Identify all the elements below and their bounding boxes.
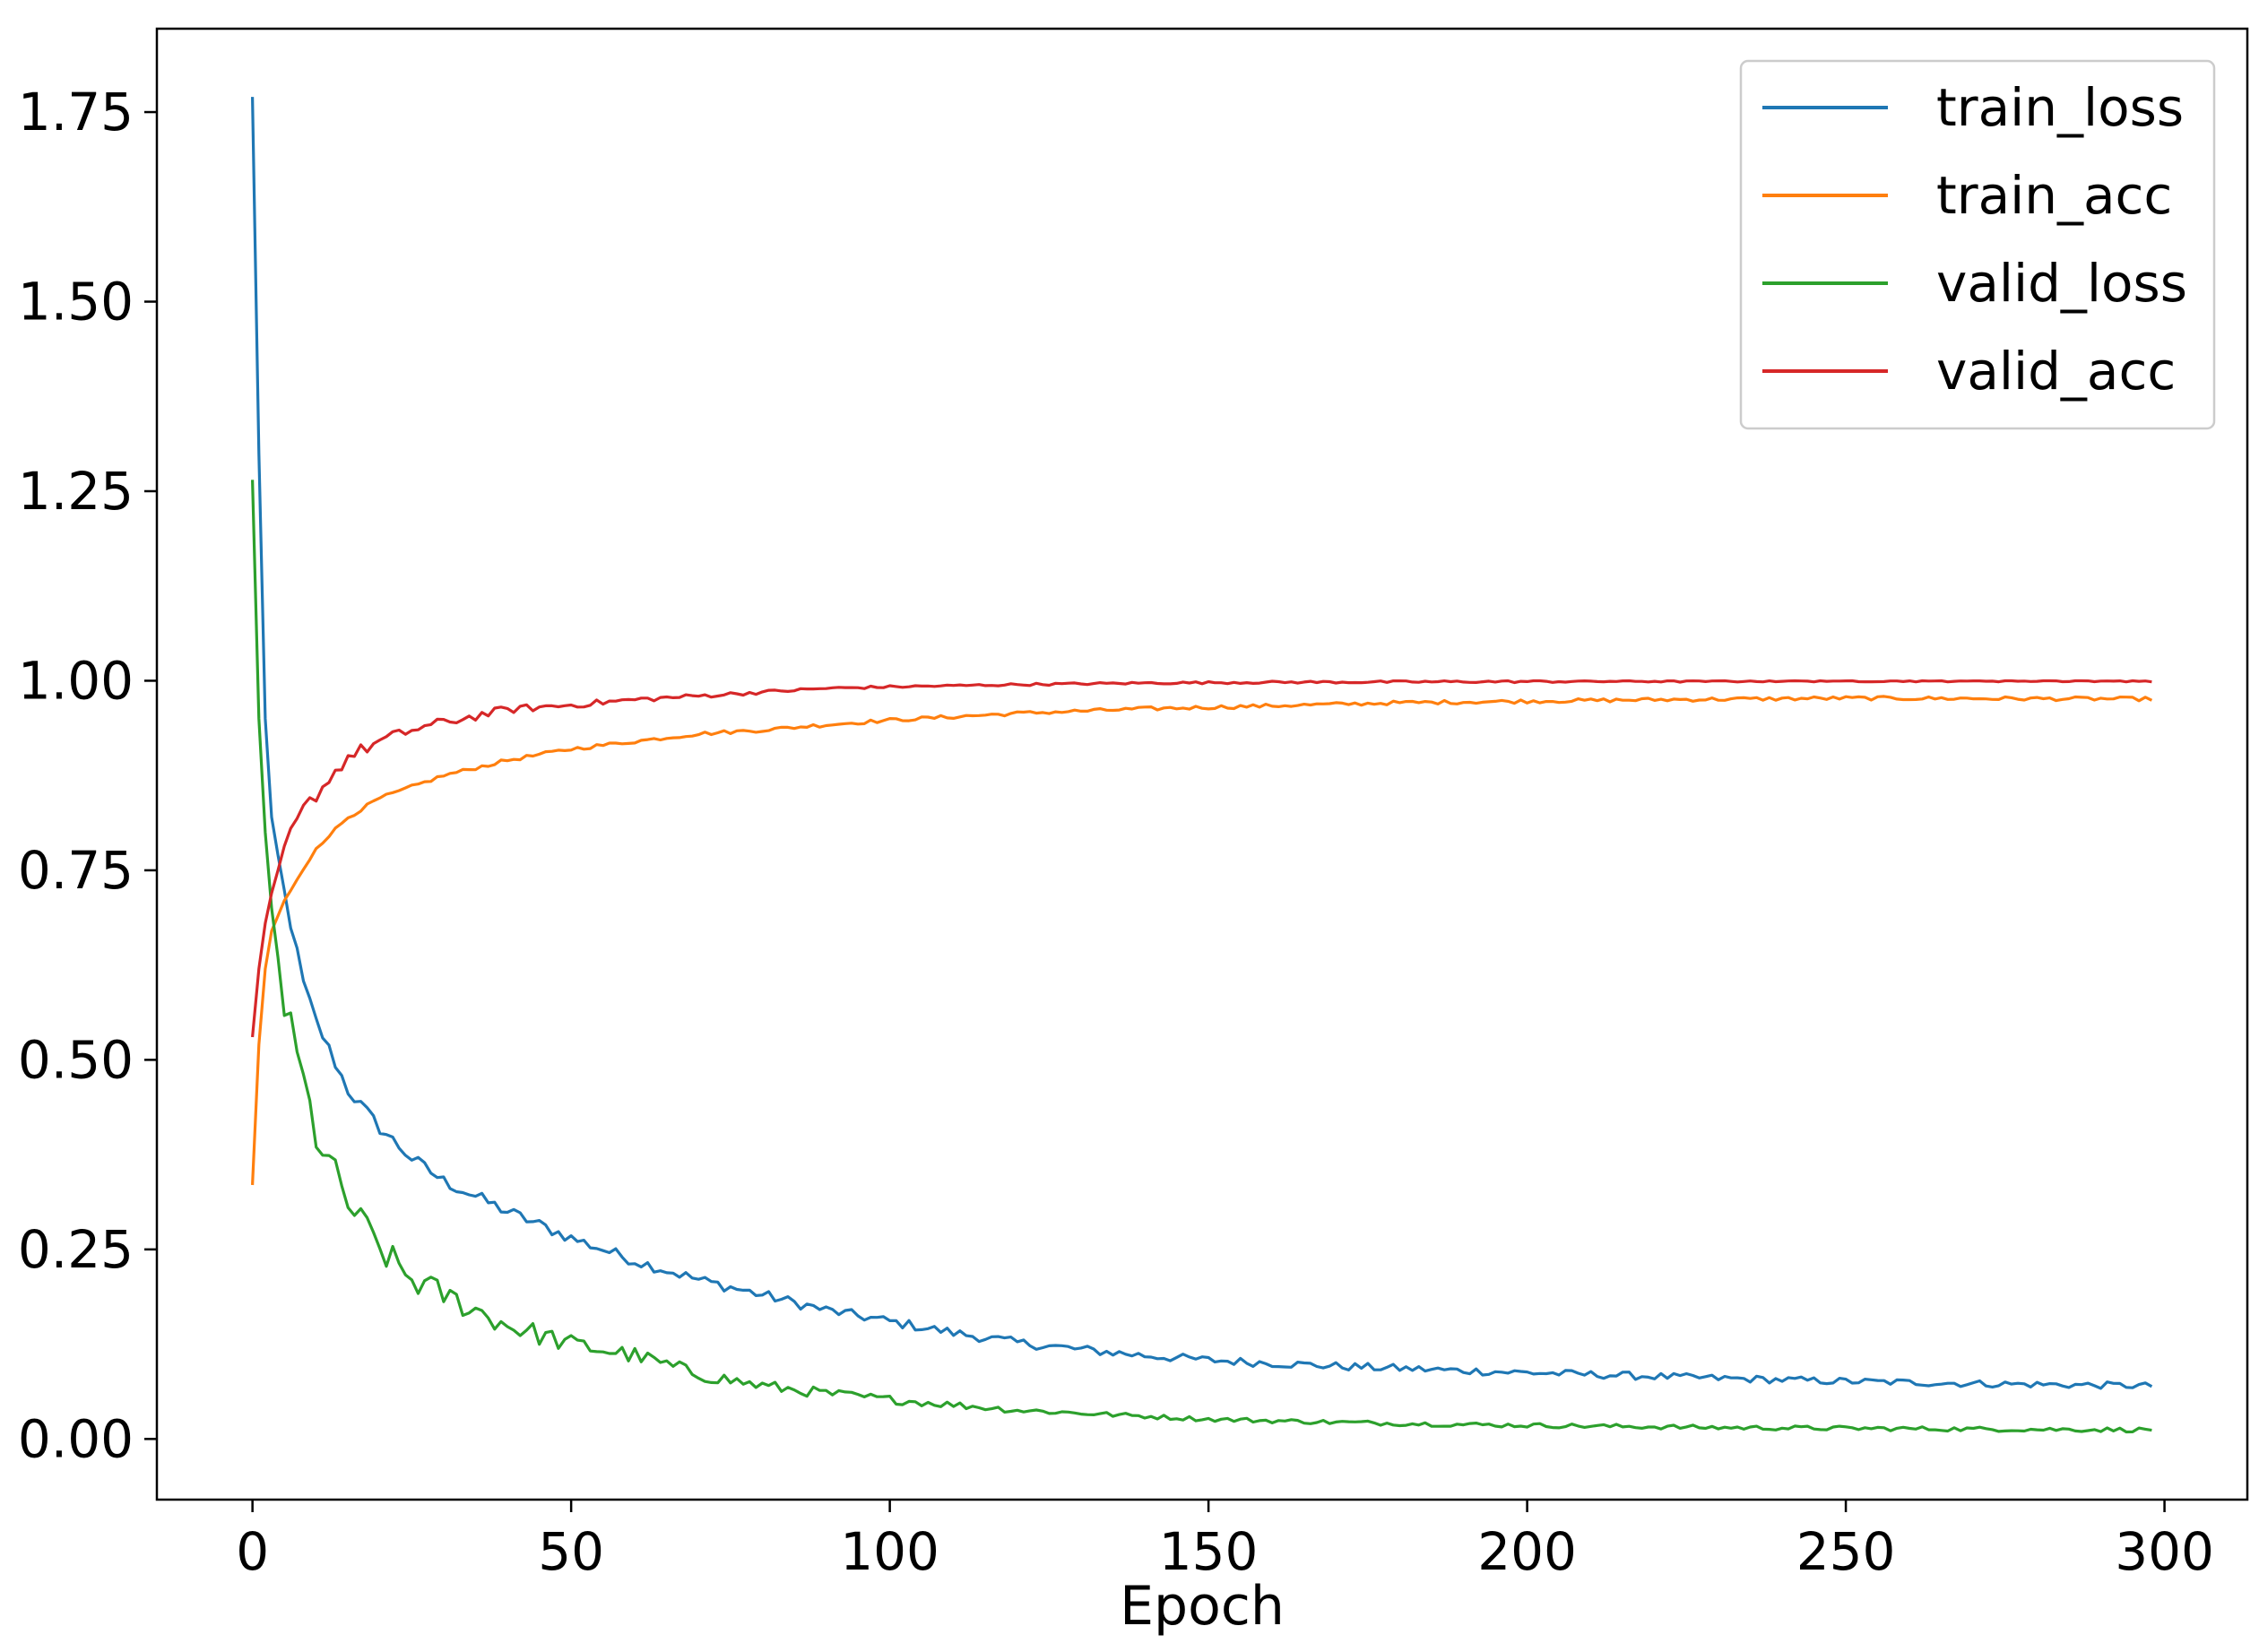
y-tick-label: 0.75	[18, 840, 134, 901]
legend-frame	[1739, 59, 2216, 430]
series-line-train_loss	[251, 97, 2153, 1390]
x-tick-label: 300	[2115, 1521, 2214, 1582]
y-tick-label: 1.50	[18, 272, 134, 333]
series-line-valid_acc	[251, 679, 2152, 1038]
x-axis: 0 50 100 150 200 250 300	[236, 1500, 2214, 1582]
legend-label-valid_loss: valid_loss	[1936, 253, 2187, 314]
y-tick-label: 0.50	[18, 1029, 134, 1090]
x-tick-label: 200	[1477, 1521, 1577, 1582]
y-tick-label: 1.25	[18, 461, 134, 522]
series-line-train_acc	[251, 695, 2153, 1186]
x-tick-label: 250	[1796, 1521, 1896, 1582]
y-axis: 0.00 0.25 0.50 0.75 1.00 1.25 1.50 1.75	[18, 82, 157, 1469]
x-tick-label: 50	[538, 1521, 604, 1582]
x-tick-label: 100	[840, 1521, 939, 1582]
legend: train_loss train_acc valid_loss valid_acc	[1739, 59, 2216, 430]
legend-label-train_acc: train_acc	[1936, 165, 2172, 226]
x-tick-label: 150	[1159, 1521, 1259, 1582]
plot-frame	[155, 27, 2249, 1501]
x-axis-label: Epoch	[1120, 1575, 1285, 1638]
legend-entries: train_loss train_acc valid_loss valid_acc	[1762, 77, 2187, 402]
y-tick-label: 0.00	[18, 1408, 134, 1469]
legend-label-valid_acc: valid_acc	[1936, 341, 2176, 402]
y-tick-label: 1.00	[18, 650, 134, 711]
x-tick-label: 0	[236, 1521, 269, 1582]
series-layer	[251, 97, 2153, 1434]
y-tick-label: 0.25	[18, 1219, 134, 1280]
series-line-valid_loss	[251, 480, 2152, 1434]
legend-label-train_loss: train_loss	[1936, 77, 2184, 138]
y-tick-label: 1.75	[18, 82, 134, 143]
